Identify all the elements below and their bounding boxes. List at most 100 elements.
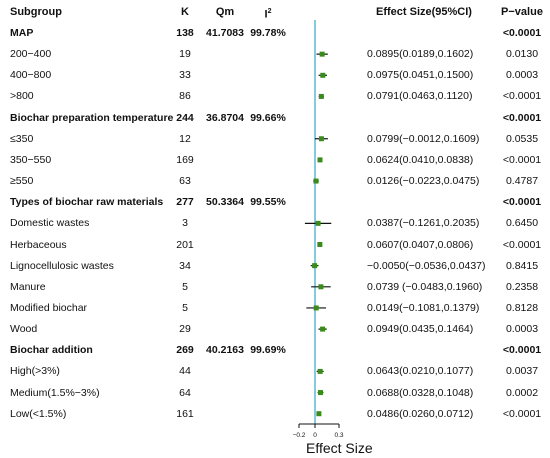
effect-point <box>318 93 324 99</box>
row-k: 269 <box>176 344 194 357</box>
row-effect-size: 0.0688(0.0328,0.1048) <box>367 386 474 399</box>
row-p-value: <0.0001 <box>502 238 542 251</box>
row-effect-size: 0.0975(0.0451,0.1500) <box>367 69 474 82</box>
row-p-value: 0.0037 <box>505 365 539 378</box>
row-label: Biochar preparation temperature <box>10 111 174 124</box>
row-effect-size: 0.0607(0.0407,0.0806) <box>367 238 474 251</box>
x-axis-label: Effect Size <box>306 440 373 456</box>
row-k: 138 <box>176 27 194 39</box>
row-k: 19 <box>179 48 191 61</box>
row-effect-size: 0.0149(−0.1081,0.1379) <box>367 301 480 314</box>
header-subgroup: Subgroup <box>10 6 62 18</box>
effect-point <box>318 390 324 396</box>
row-p-value: <0.0001 <box>502 27 542 39</box>
row-p-value: 0.4787 <box>505 175 539 188</box>
row-label: Wood <box>10 323 38 336</box>
row-label: Low(<1.5%) <box>10 407 67 420</box>
row-label: Modified biochar <box>10 301 88 314</box>
row-p-value: <0.0001 <box>502 196 542 209</box>
header-p-value: P−value <box>501 6 543 18</box>
row-i2: 99.55% <box>250 196 286 209</box>
row-label: Types of biochar raw materials <box>10 196 164 209</box>
row-label: Herbaceous <box>10 238 67 251</box>
header-k: K <box>181 6 189 18</box>
row-k: 12 <box>179 132 191 145</box>
row-effect-size: 0.0387(−0.1261,0.2035) <box>367 217 480 230</box>
row-qm: 36.8704 <box>206 111 244 124</box>
row-label: MAP <box>10 27 34 39</box>
row-k: 34 <box>179 259 191 272</box>
row-p-value: <0.0001 <box>502 153 542 166</box>
effect-point <box>313 305 319 311</box>
row-k: 201 <box>176 238 194 251</box>
x-tick-label: 0.3 <box>334 432 343 439</box>
row-effect-size: 0.0895(0.0189,0.1602) <box>367 48 474 61</box>
row-k: 33 <box>179 69 191 82</box>
row-qm: 41.7083 <box>206 27 244 39</box>
row-k: 169 <box>176 153 194 166</box>
row-p-value: 0.0130 <box>505 48 539 61</box>
row-k: 29 <box>179 323 191 336</box>
effect-point <box>316 411 322 417</box>
row-k: 64 <box>179 386 191 399</box>
row-p-value: 0.6450 <box>505 217 539 230</box>
row-label: ≤350 <box>10 132 34 145</box>
effect-point <box>319 51 325 57</box>
row-effect-size: 0.0624(0.0410,0.0838) <box>367 153 474 166</box>
row-k: 277 <box>176 196 194 209</box>
row-i2: 99.78% <box>250 27 286 39</box>
effect-point <box>317 368 323 374</box>
row-label: Manure <box>10 280 46 293</box>
row-qm: 40.2163 <box>206 344 244 357</box>
row-i2: 99.66% <box>250 111 286 124</box>
row-label: High(>3%) <box>10 365 60 378</box>
row-k: 161 <box>176 407 194 420</box>
row-i2: 99.69% <box>250 344 286 357</box>
row-k: 5 <box>182 301 188 314</box>
row-effect-size: 0.0791(0.0463,0.1120) <box>367 90 473 103</box>
row-p-value: 0.2358 <box>505 280 539 293</box>
effect-point <box>317 242 323 247</box>
effect-point <box>318 284 324 290</box>
row-k: 244 <box>176 111 194 124</box>
effect-point <box>317 157 323 163</box>
row-effect-size: 0.0739 (−0.0483,0.1960) <box>367 280 483 293</box>
row-label: Biochar addition <box>10 344 93 357</box>
row-p-value: 0.0003 <box>505 323 539 336</box>
row-p-value: 0.0535 <box>505 132 539 145</box>
effect-point <box>320 326 326 332</box>
row-effect-size: 0.0126(−0.0223,0.0475) <box>367 175 480 188</box>
row-label: 350−550 <box>10 153 52 166</box>
row-effect-size: −0.0050(−0.0536,0.0437) <box>367 259 486 272</box>
row-p-value: <0.0001 <box>502 111 542 124</box>
x-tick-label: −0.2 <box>293 432 306 439</box>
row-effect-size: 0.0643(0.0210,0.1077) <box>367 365 474 378</box>
row-k: 63 <box>179 175 191 188</box>
effect-point <box>313 178 319 184</box>
header-i2-superscript: 2 <box>267 8 272 15</box>
header-effect-size: Effect Size(95%CI) <box>376 6 472 18</box>
row-label: >800 <box>10 90 34 103</box>
row-k: 44 <box>179 365 191 378</box>
effect-point <box>312 263 318 269</box>
row-label: 200−400 <box>10 48 52 61</box>
row-qm: 50.3364 <box>206 196 244 209</box>
row-p-value: 0.0002 <box>505 386 539 399</box>
row-k: 86 <box>179 90 191 103</box>
effect-point <box>315 220 321 226</box>
row-effect-size: 0.0949(0.0435,0.1464) <box>367 323 474 336</box>
row-label: Medium(1.5%−3%) <box>10 386 100 399</box>
row-p-value: <0.0001 <box>502 407 542 420</box>
header-qm: Qm <box>215 6 235 18</box>
row-k: 3 <box>182 217 188 230</box>
row-p-value: 0.8415 <box>505 259 539 272</box>
row-p-value: 0.0003 <box>505 69 539 82</box>
header-i2: I2 <box>238 6 298 21</box>
effect-point <box>318 136 324 142</box>
row-k: 5 <box>182 280 188 293</box>
x-tick-label: 0 <box>313 432 317 439</box>
row-effect-size: 0.0486(0.0260,0.0712) <box>367 407 474 420</box>
row-p-value: <0.0001 <box>502 344 542 357</box>
